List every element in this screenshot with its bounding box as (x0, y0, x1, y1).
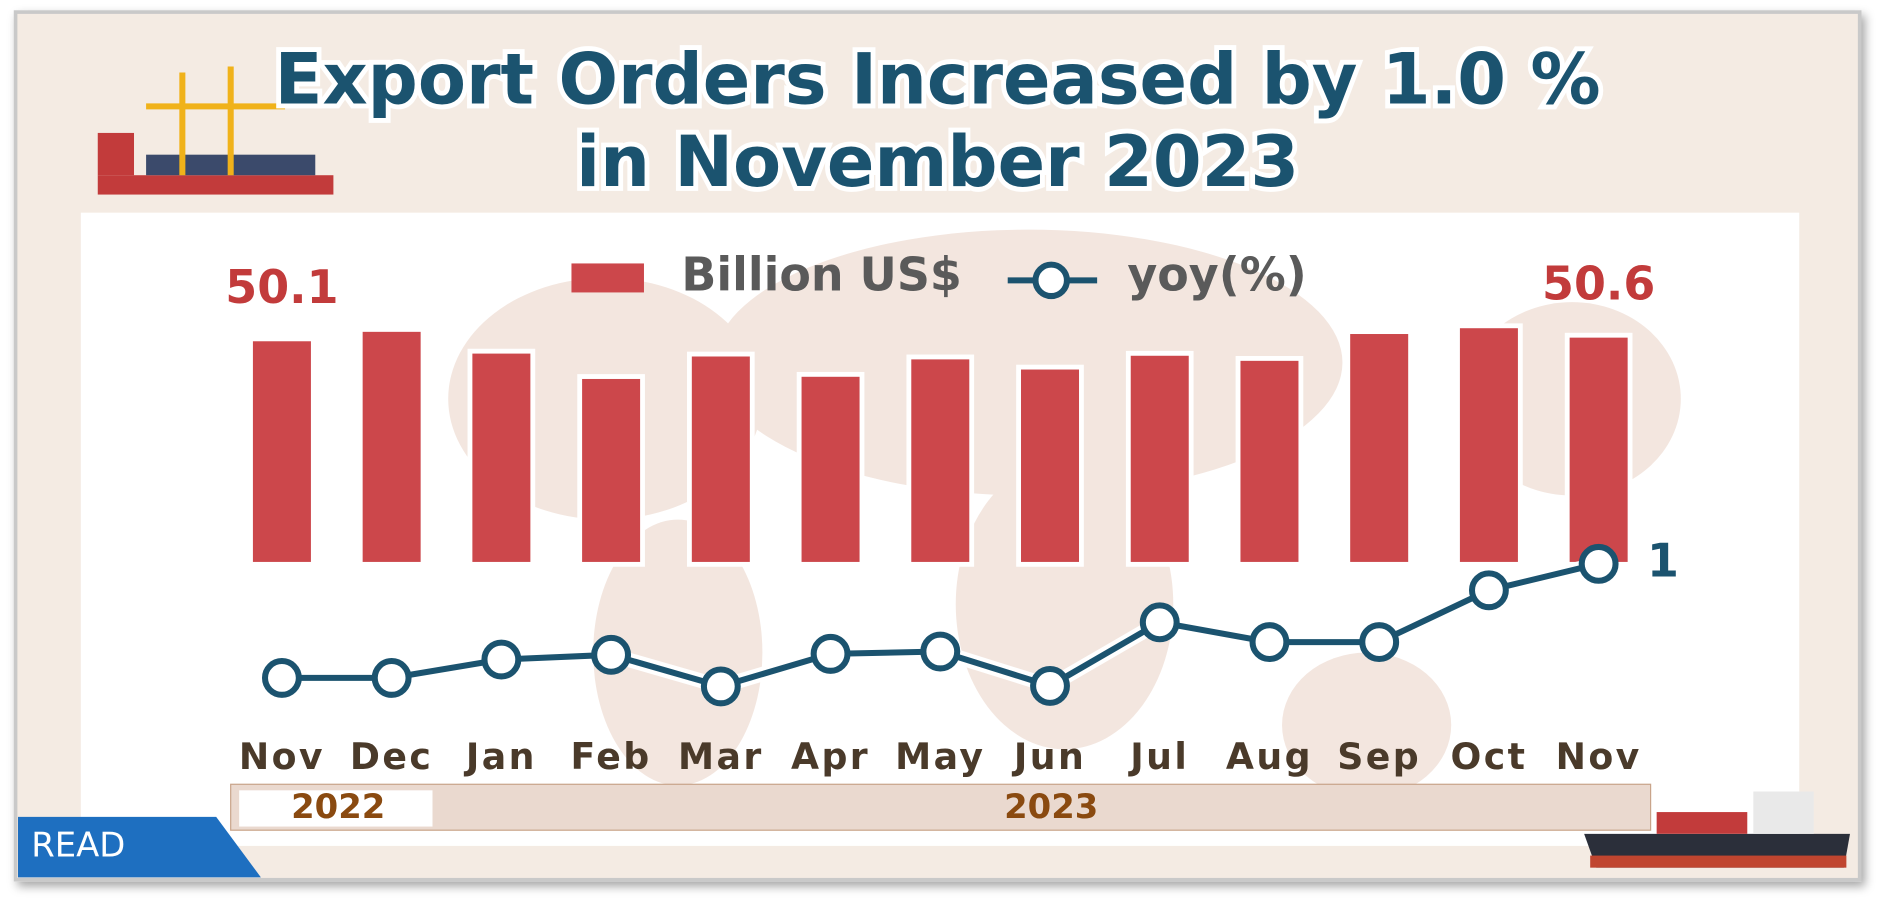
line-point (481, 639, 522, 680)
legend-label: Billion US$ (681, 247, 961, 301)
data-label: 1 (1647, 533, 1679, 587)
line-point (1249, 622, 1290, 663)
line-point (810, 633, 851, 674)
x-tick-label: Sep (1337, 735, 1421, 778)
bar (1125, 350, 1194, 567)
line-point (371, 657, 412, 698)
year-label: 2023 (1004, 787, 1098, 826)
bar (357, 327, 426, 567)
x-tick-label: Nov (1556, 735, 1642, 778)
bar (796, 371, 865, 567)
x-tick-label: Jul (1127, 735, 1189, 778)
data-label: 50.6 (1542, 256, 1655, 310)
bar (577, 374, 645, 567)
x-tick-label: Aug (1226, 735, 1313, 778)
bar (1235, 356, 1304, 567)
x-tick-label: Jun (1011, 735, 1086, 778)
line-point (1139, 602, 1180, 643)
line-point (261, 657, 302, 698)
bar (1016, 364, 1084, 567)
x-tick-label: Dec (350, 735, 433, 778)
read-label[interactable]: READ (31, 826, 125, 865)
year-band (230, 783, 1652, 831)
title: in November 2023 (576, 121, 1299, 203)
bar (906, 354, 975, 567)
year-band (239, 790, 433, 827)
bar (467, 348, 536, 567)
x-tick-label: Mar (678, 735, 764, 778)
x-tick-label: Feb (571, 735, 652, 778)
line-point (920, 631, 961, 672)
data-label: 50.1 (225, 260, 338, 314)
bar (686, 351, 755, 567)
bar (1455, 323, 1523, 567)
legend-label: yoy(%) (1127, 247, 1306, 301)
x-tick-label: May (895, 735, 985, 778)
line-point (1030, 665, 1070, 706)
title: Export Orders Increased by 1.0 % (275, 39, 1601, 121)
ship-decoration (1584, 791, 1850, 868)
port-decoration (97, 66, 334, 195)
bar (1345, 329, 1414, 567)
line-point (700, 666, 741, 707)
legend-swatch (1032, 261, 1070, 300)
x-tick-label: Apr (791, 735, 870, 778)
read-badge[interactable] (17, 816, 261, 878)
line-point (1468, 570, 1509, 611)
x-tick-label: Nov (239, 735, 325, 778)
bar (1564, 332, 1633, 567)
bar (248, 336, 316, 567)
legend-swatch (571, 263, 644, 293)
line-point (1578, 543, 1619, 584)
x-tick-label: Jan (463, 735, 537, 778)
plot: Billion US$ yoy(%) Nov Dec Jan Feb Mar Apr May Ju… (225, 247, 1679, 777)
line-point (1359, 622, 1400, 663)
line-point (591, 634, 632, 675)
year-label: 2022 (291, 787, 385, 826)
x-tick-label: Oct (1450, 735, 1527, 778)
